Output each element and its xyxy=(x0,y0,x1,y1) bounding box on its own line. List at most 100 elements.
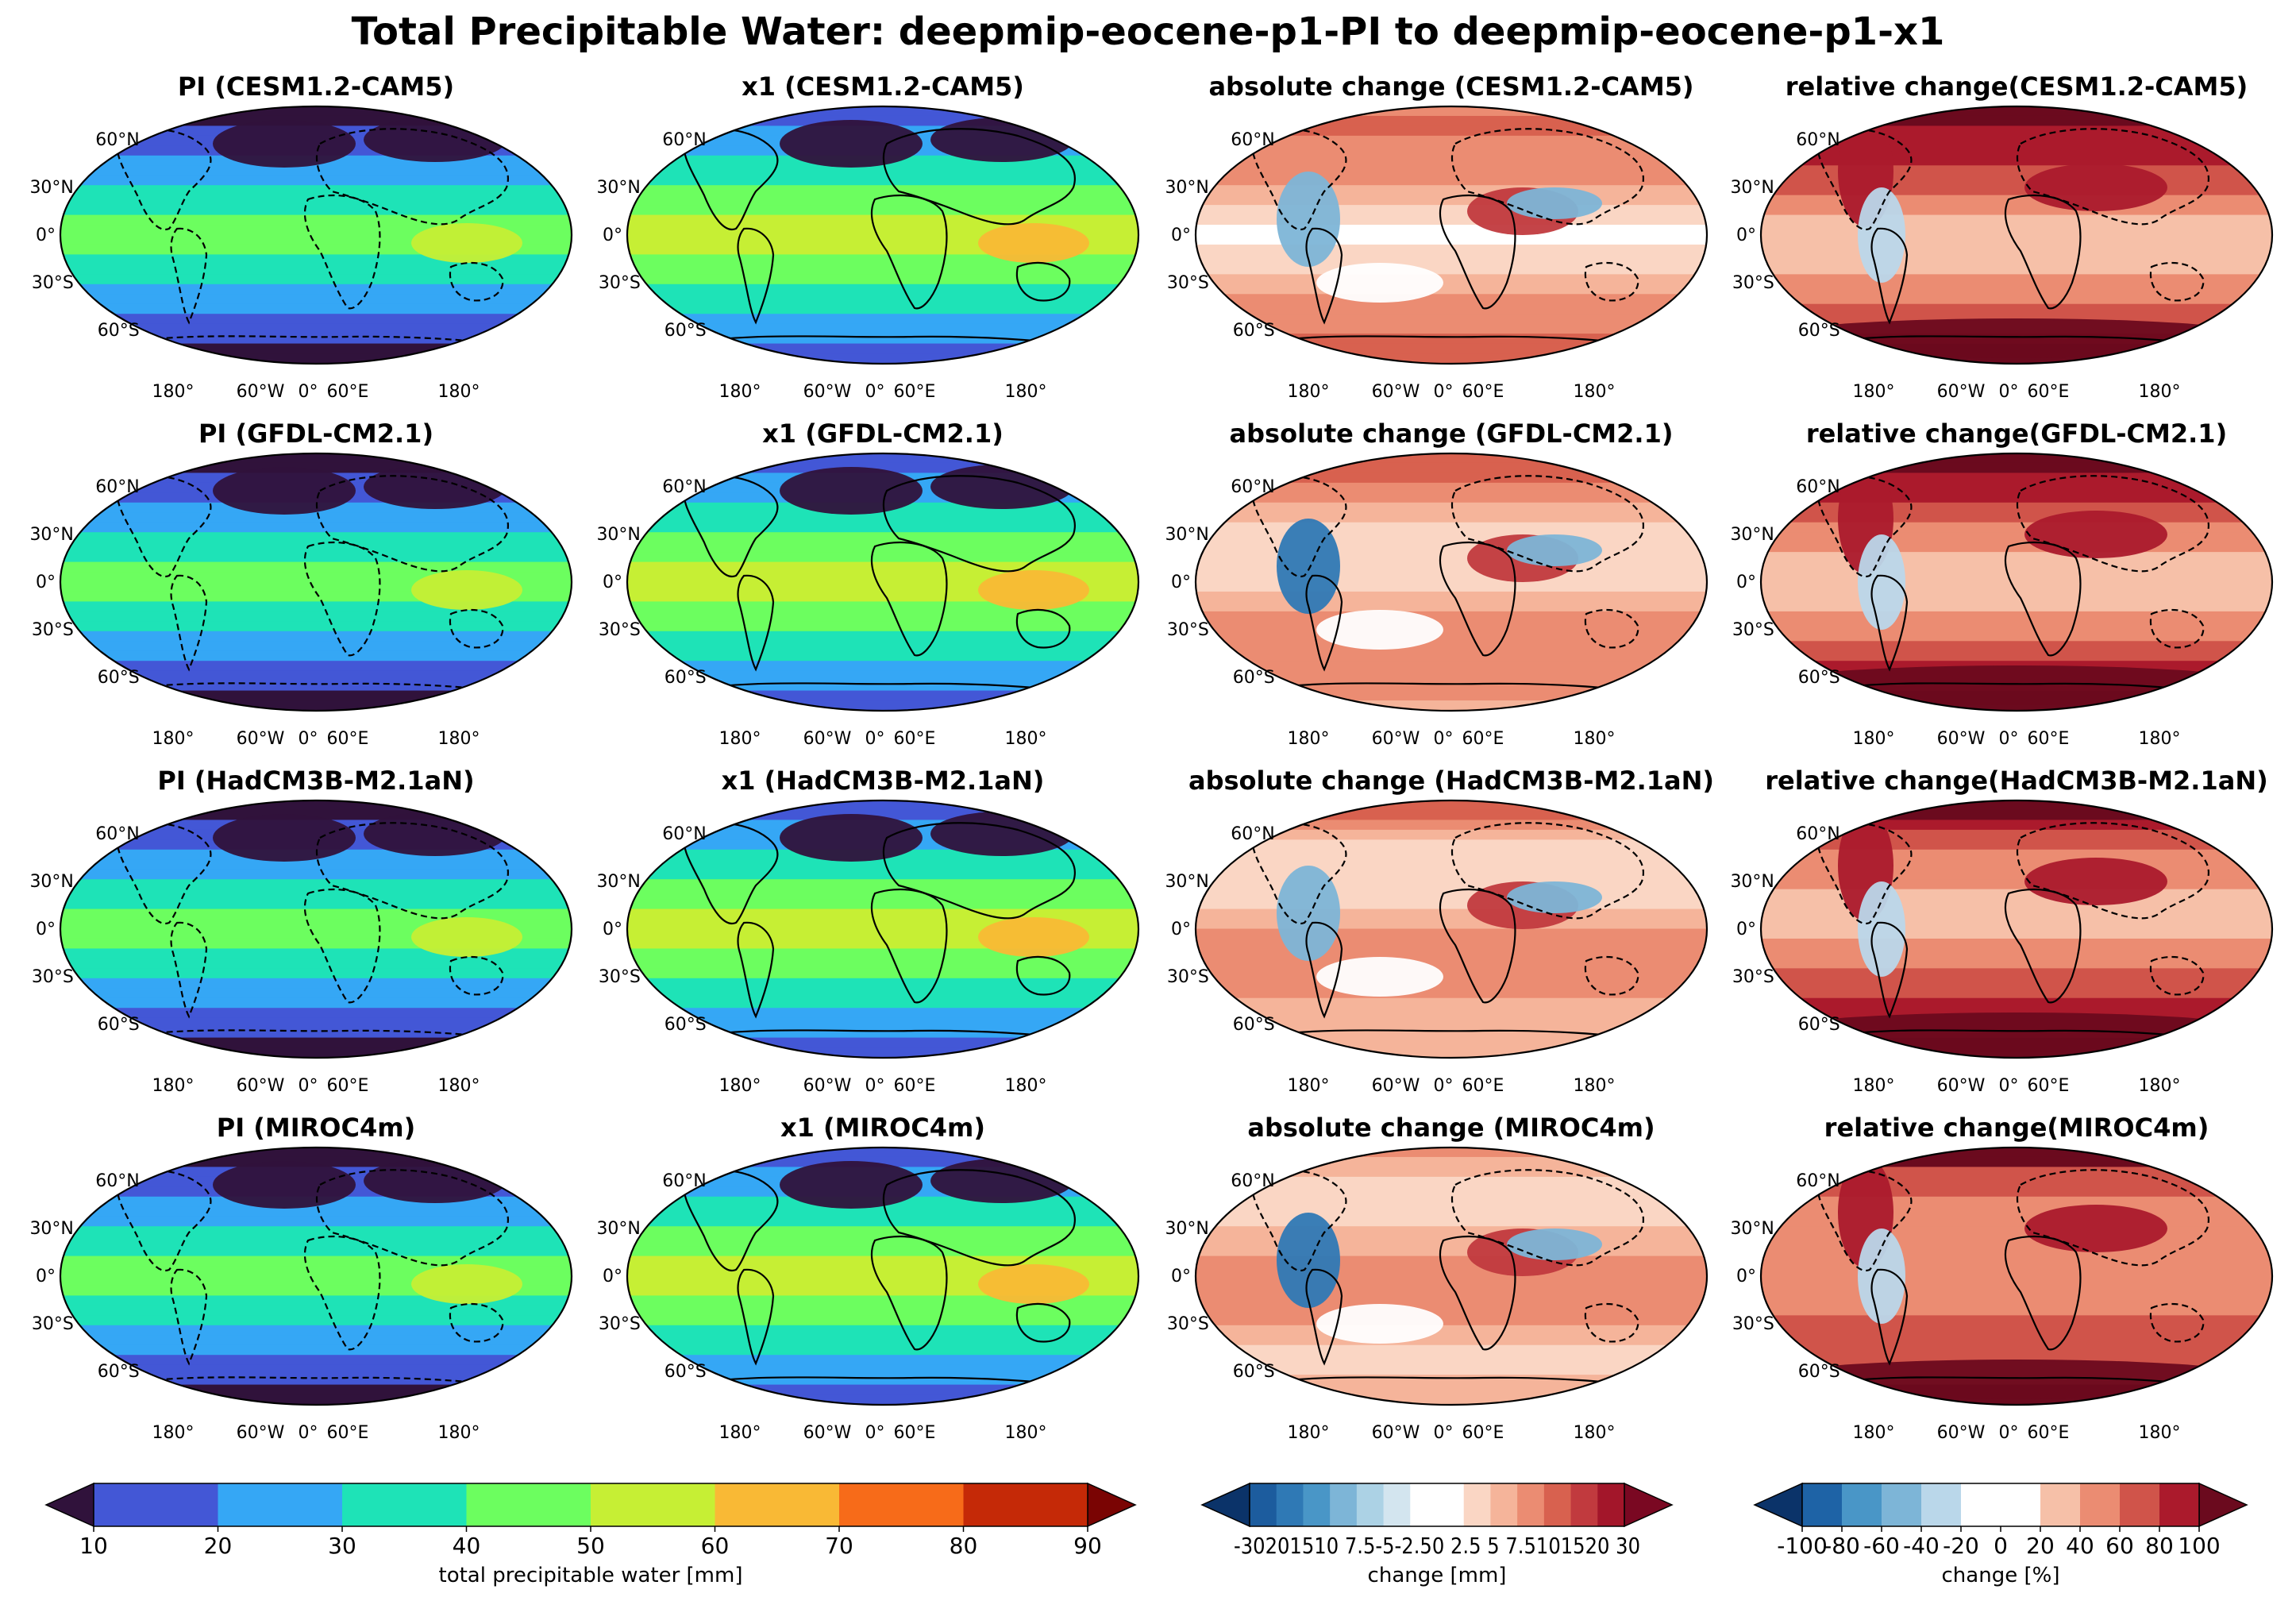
map-frame xyxy=(626,105,1140,365)
colorbar-swatch xyxy=(2159,1483,2200,1526)
lon-tick-label: 60°W xyxy=(1937,1076,1986,1096)
lat-tick-label: 60°N xyxy=(662,130,706,150)
lat-tick-label: 30°N xyxy=(596,1219,640,1239)
lon-tick-label: 60°E xyxy=(327,382,369,402)
lat-tick-label: 0° xyxy=(1171,920,1191,939)
panel-title: relative change(CESM1.2-CAM5) xyxy=(1786,71,2248,102)
lon-tick-label: 180° xyxy=(438,1076,480,1096)
lat-tick-label: 60°N xyxy=(1231,477,1274,497)
map-frame xyxy=(59,452,573,712)
lat-tick-label: 0° xyxy=(36,226,56,245)
lon-tick-label: 60°E xyxy=(894,382,936,402)
colorbar-swatch xyxy=(839,1483,965,1526)
lon-tick-label: 60°E xyxy=(1462,1423,1504,1443)
colorbar-swatch xyxy=(1410,1483,1438,1526)
lon-tick-label: 60°E xyxy=(2028,729,2070,749)
colorbar-tick-label: 30 xyxy=(328,1533,356,1559)
panel-title: relative change(GFDL-CM2.1) xyxy=(1806,418,2227,449)
map-field xyxy=(627,800,1138,1058)
lat-tick-label: 60°S xyxy=(1798,321,1840,341)
lat-tick-label: 0° xyxy=(1736,226,1756,245)
map-frame xyxy=(1194,452,1709,712)
lon-tick-label: 60°W xyxy=(237,1076,285,1096)
lon-tick-label: 60°W xyxy=(1937,1423,1986,1443)
colorbar-swatch xyxy=(1842,1483,1882,1526)
lon-tick-label: 180° xyxy=(1853,1076,1895,1096)
colorbar-tick-label: 20 xyxy=(204,1533,233,1559)
lon-tick-label: 60°W xyxy=(1937,729,1986,749)
lat-tick-label: 0° xyxy=(1171,573,1191,592)
lon-tick-label: 180° xyxy=(1574,1076,1616,1096)
lon-tick-label: 180° xyxy=(719,1076,761,1096)
colorbar-tick-label: 0 xyxy=(1994,1533,2008,1559)
lon-tick-label: 60°W xyxy=(803,382,852,402)
lat-tick-label: 30°N xyxy=(596,525,640,545)
lon-tick-label: 0° xyxy=(299,382,318,402)
lon-tick-label: 0° xyxy=(1434,729,1454,749)
lon-tick-label: 0° xyxy=(299,729,318,749)
lon-tick-label: 0° xyxy=(865,729,885,749)
map-frame xyxy=(626,452,1140,712)
lat-tick-label: 30°S xyxy=(32,273,74,293)
panel-title: x1 (MIROC4m) xyxy=(780,1113,985,1143)
panel-title: absolute change (CESM1.2-CAM5) xyxy=(1208,71,1693,102)
map-frame xyxy=(626,1146,1140,1406)
panel-r1-c3: absolute change (CESM1.2-CAM5) 60°N 30°N 0°… xyxy=(1165,71,1709,402)
colorbar-tick-label: 80 xyxy=(950,1533,978,1559)
lon-tick-label: 60°E xyxy=(2028,1076,2070,1096)
panel-r2-c3: absolute change (GFDL-CM2.1) 60°N 30°N 0° 30… xyxy=(1165,418,1709,749)
colorbar-swatch xyxy=(715,1483,840,1526)
panel-title: x1 (GFDL-CM2.1) xyxy=(762,418,1004,449)
map-field xyxy=(1196,106,1707,364)
lat-tick-label: 30°N xyxy=(1165,525,1208,545)
panel-r3-c2: x1 (HadCM3B-M2.1aN) 60°N 30°N 0° 30°S 60°S 180… xyxy=(596,766,1140,1096)
map-frame xyxy=(1194,799,1709,1059)
lon-tick-label: 180° xyxy=(1005,382,1047,402)
lat-tick-label: 60°N xyxy=(662,824,706,844)
panel-r1-c4: relative change(CESM1.2-CAM5) 60°N 30°N 0° 3… xyxy=(1730,71,2274,402)
map-frame xyxy=(1759,452,2274,712)
colorbar-tick-label: 90 xyxy=(1073,1533,1102,1559)
lon-tick-label: 60°E xyxy=(1462,1076,1504,1096)
lon-tick-label: 180° xyxy=(1005,729,1047,749)
colorbar-swatch xyxy=(94,1483,219,1526)
lat-tick-label: 0° xyxy=(1171,1267,1191,1286)
lon-tick-label: 180° xyxy=(1288,729,1330,749)
lat-tick-label: 60°N xyxy=(662,477,706,497)
lon-tick-label: 0° xyxy=(1999,1076,2019,1096)
colorbar-swatch xyxy=(2080,1483,2121,1526)
panel-r4-c1: PI (MIROC4m) 60°N 30°N 0° 30°S 60°S 180° 60°W 0°… xyxy=(29,1113,573,1443)
lon-tick-label: 60°E xyxy=(894,1423,936,1443)
panel-r4-c4: relative change(MIROC4m) 60°N 30°N 0° 30°S 60… xyxy=(1730,1113,2274,1443)
lon-tick-label: 60°E xyxy=(1462,729,1504,749)
lon-tick-label: 60°E xyxy=(894,729,936,749)
panel-r4-c3: absolute change (MIROC4m) 60°N 30°N 0° 30°S 6… xyxy=(1165,1113,1709,1443)
lon-tick-label: 60°W xyxy=(803,1076,852,1096)
colorbar-extend-high xyxy=(2198,1482,2248,1528)
lon-tick-label: 60°W xyxy=(1937,382,1986,402)
lon-tick-label: 180° xyxy=(2139,729,2181,749)
lon-tick-label: 180° xyxy=(1288,1423,1330,1443)
lat-tick-label: 60°N xyxy=(95,130,139,150)
lat-tick-label: 60°S xyxy=(98,668,140,688)
colorbar-tick-label: -60 xyxy=(1863,1533,1900,1559)
panel-r1-c2: x1 (CESM1.2-CAM5) 60°N 30°N 0° 30°S 60°S 180° 6… xyxy=(596,71,1140,402)
lat-tick-label: 30°N xyxy=(1165,1219,1208,1239)
colorbar-tick-label: 40 xyxy=(2066,1533,2094,1559)
lat-tick-label: 60°S xyxy=(1233,1362,1275,1382)
lon-tick-label: 180° xyxy=(152,1423,195,1443)
lat-tick-label: 60°N xyxy=(95,1171,139,1191)
colorbar-swatch xyxy=(218,1483,343,1526)
colorbar-tick-label: 50 xyxy=(576,1533,605,1559)
lat-tick-label: 60°S xyxy=(98,1362,140,1382)
colorbar-swatch xyxy=(1276,1483,1304,1526)
colorbar-swatch xyxy=(963,1483,1088,1526)
colorbar-extend-low xyxy=(1753,1482,1803,1528)
lon-tick-label: 60°E xyxy=(2028,382,2070,402)
colorbar-tick-label: -100 xyxy=(1777,1533,1828,1559)
colorbar-tpw: 10 20 30 40 50 60 70 80 90 total precipitable wat… xyxy=(44,1482,1137,1587)
lon-tick-label: 180° xyxy=(438,382,480,402)
lat-tick-label: 60°S xyxy=(1798,668,1840,688)
panel-r2-c4: relative change(GFDL-CM2.1) 60°N 30°N 0° 30°… xyxy=(1730,418,2274,749)
